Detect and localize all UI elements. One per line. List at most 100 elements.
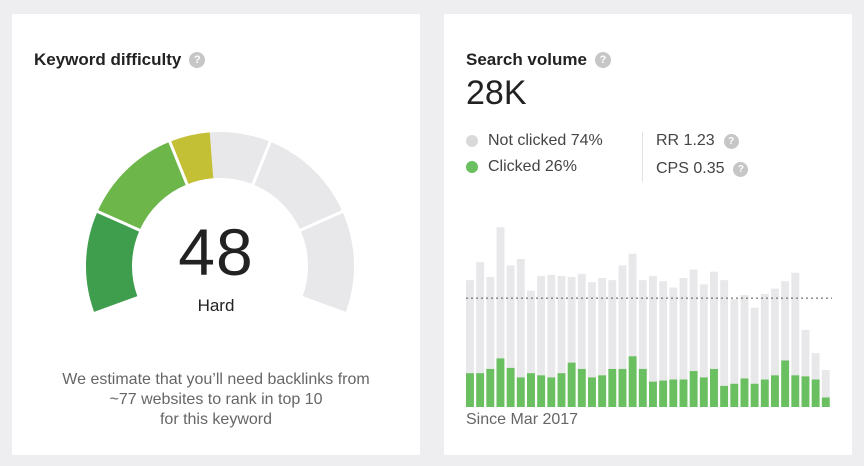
bar-clicked[interactable] (588, 377, 596, 407)
bar-not-clicked[interactable] (618, 265, 627, 369)
search-volume-title: Search volume ? (466, 50, 611, 70)
bar-clicked[interactable] (679, 379, 688, 407)
bar-not-clicked[interactable] (801, 329, 810, 377)
bar-not-clicked[interactable] (720, 280, 729, 386)
bar-not-clicked[interactable] (811, 353, 820, 380)
bar-not-clicked[interactable] (486, 276, 495, 369)
bar-not-clicked[interactable] (577, 273, 586, 369)
bar-clicked[interactable] (486, 368, 495, 407)
legend-label: Not clicked 74% (488, 132, 603, 149)
search-volume-chart (466, 227, 832, 407)
bar-clicked[interactable] (628, 356, 637, 407)
bar-not-clicked[interactable] (567, 276, 576, 363)
bar-clicked[interactable] (771, 375, 779, 407)
question-circle-icon[interactable]: ? (594, 52, 611, 68)
bar-clicked[interactable] (649, 381, 657, 407)
bar-clicked[interactable] (598, 375, 607, 407)
bar-clicked[interactable] (506, 367, 515, 407)
question-circle-icon[interactable]: ? (733, 161, 749, 177)
bar-not-clicked[interactable] (669, 287, 678, 380)
bar-not-clicked[interactable] (750, 307, 759, 384)
difficulty-score: 48 (178, 215, 254, 289)
bar-not-clicked[interactable] (598, 278, 607, 376)
bar-not-clicked[interactable] (537, 275, 546, 376)
keyword-difficulty-title-text: Keyword difficulty (34, 50, 182, 69)
gauge-segment-3 (169, 132, 214, 185)
bar-clicked[interactable] (791, 375, 800, 407)
bar-not-clicked[interactable] (710, 271, 718, 369)
bar-clicked[interactable] (760, 379, 769, 407)
bar-clicked[interactable] (720, 385, 729, 407)
bar-not-clicked[interactable] (740, 294, 749, 379)
bar-clicked[interactable] (527, 373, 535, 407)
bar-not-clicked[interactable] (527, 290, 535, 374)
bar-not-clicked[interactable] (791, 272, 800, 376)
bar-clicked[interactable] (659, 380, 668, 407)
bar-clicked[interactable] (608, 368, 617, 407)
legend-label: Clicked 26% (488, 158, 577, 175)
bar-clicked[interactable] (547, 377, 556, 407)
gauge-divider-3 (251, 140, 272, 186)
bar-clicked[interactable] (567, 362, 576, 407)
bar-clicked[interactable] (638, 368, 647, 407)
bar-not-clicked[interactable] (516, 259, 525, 378)
question-circle-icon[interactable]: ? (723, 133, 739, 149)
metrics-divider (642, 132, 643, 182)
difficulty-level: Hard (197, 296, 235, 315)
bar-clicked[interactable] (496, 358, 505, 407)
gauge-segment-1 (86, 211, 140, 312)
bar-not-clicked[interactable] (496, 227, 505, 359)
bar-not-clicked[interactable] (760, 293, 769, 380)
bar-not-clicked[interactable] (679, 278, 688, 380)
legend-not-clicked: Not clicked 74% (466, 132, 603, 150)
bar-not-clicked[interactable] (649, 275, 657, 382)
bar-clicked[interactable] (476, 373, 485, 407)
bar-not-clicked[interactable] (781, 281, 790, 361)
bar-clicked[interactable] (710, 368, 718, 407)
bar-not-clicked[interactable] (699, 284, 708, 378)
bar-clicked[interactable] (811, 379, 820, 407)
bar-not-clicked[interactable] (476, 262, 485, 374)
bar-not-clicked[interactable] (628, 253, 637, 357)
return-rate-metric: RR 1.23 ? (656, 132, 739, 150)
bar-not-clicked[interactable] (771, 288, 779, 376)
bar-clicked[interactable] (750, 383, 759, 407)
bar-not-clicked[interactable] (689, 269, 698, 372)
bar-clicked[interactable] (740, 378, 749, 407)
bar-not-clicked[interactable] (557, 275, 566, 374)
gauge-divider-1 (96, 209, 142, 232)
legend-clicked: Clicked 26% (466, 158, 577, 176)
question-circle-icon[interactable]: ? (189, 52, 206, 68)
gauge-divider-2 (168, 140, 189, 186)
bar-not-clicked[interactable] (821, 370, 830, 398)
search-volume-since: Since Mar 2017 (466, 411, 579, 428)
bar-clicked[interactable] (669, 379, 678, 407)
bar-not-clicked[interactable] (638, 280, 647, 369)
bar-not-clicked[interactable] (466, 280, 474, 374)
bar-not-clicked[interactable] (608, 280, 617, 369)
gauge-divider-4 (298, 209, 344, 232)
legend-dot-icon (466, 161, 478, 173)
bar-not-clicked[interactable] (506, 265, 515, 368)
bar-not-clicked[interactable] (547, 274, 556, 378)
bar-clicked[interactable] (557, 373, 566, 407)
bar-clicked[interactable] (821, 397, 830, 407)
bar-clicked[interactable] (618, 368, 627, 407)
bar-clicked[interactable] (577, 368, 586, 407)
bar-clicked[interactable] (801, 376, 810, 407)
description-line: for this keyword (159, 411, 273, 428)
bar-clicked[interactable] (730, 383, 739, 407)
bar-clicked[interactable] (466, 373, 474, 407)
clicks-per-search-label: CPS 0.35 (656, 160, 725, 177)
bar-clicked[interactable] (699, 377, 708, 407)
bar-clicked[interactable] (689, 371, 698, 407)
bar-clicked[interactable] (537, 375, 546, 407)
clicks-per-search-metric: CPS 0.35 ? (656, 160, 749, 178)
keyword-difficulty-card: Keyword difficulty ? 48 Hard We estimate… (12, 14, 420, 455)
bar-not-clicked[interactable] (588, 282, 596, 378)
description-line: We estimate that you’ll need backlinks f… (62, 371, 370, 388)
bar-clicked[interactable] (781, 360, 790, 407)
bar-clicked[interactable] (516, 377, 525, 407)
bar-not-clicked[interactable] (730, 299, 739, 384)
bar-not-clicked[interactable] (659, 281, 668, 381)
